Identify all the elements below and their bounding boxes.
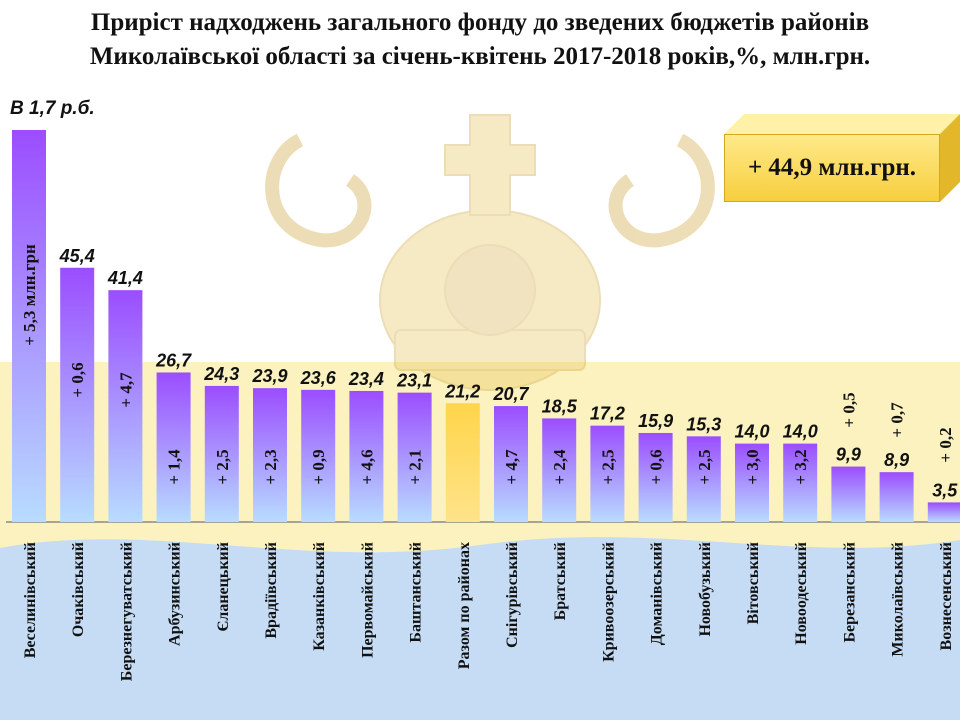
- bar-2: [108, 290, 143, 522]
- title-line-1: Приріст надходжень загального фонду до з…: [90, 9, 870, 36]
- bar-3: [156, 372, 191, 522]
- value-label-13: 15,9: [638, 411, 673, 431]
- bar-7: [349, 390, 384, 522]
- delta-label-0: + 5,3 млн.грн: [20, 244, 39, 346]
- delta-label-19: + 0,2: [936, 427, 955, 462]
- delta-label-18: + 0,7: [888, 402, 907, 438]
- bar-14: [686, 436, 721, 522]
- bar-0: [12, 130, 46, 522]
- value-label-12: 17,2: [590, 404, 625, 424]
- value-label-2: 41,4: [107, 268, 143, 288]
- category-label-0: Веселинівський: [22, 542, 39, 658]
- value-label-19: 3,5: [932, 480, 958, 500]
- delta-label-14: + 2,5: [695, 449, 714, 484]
- category-label-19: Вознесенський: [938, 542, 955, 650]
- delta-label-16: + 3,2: [791, 449, 810, 484]
- value-label-9: 21,2: [444, 381, 480, 401]
- delta-label-15: + 3,0: [743, 449, 762, 484]
- category-label-4: Єланецький: [215, 542, 232, 631]
- category-label-8: Баштанський: [408, 542, 425, 643]
- bar-15: [735, 443, 769, 522]
- value-label-4: 24,3: [203, 364, 239, 384]
- delta-label-11: + 2,4: [550, 449, 569, 485]
- title-line-2: Миколаївської області за січень-квітень …: [89, 43, 871, 70]
- category-label-10: Снігурівський: [504, 542, 521, 648]
- delta-label-13: + 0,6: [647, 449, 666, 484]
- value-label-5: 23,9: [251, 366, 287, 386]
- delta-label-6: + 0,9: [309, 449, 328, 484]
- category-label-7: Первомайський: [359, 542, 376, 658]
- delta-label-7: + 4,6: [357, 449, 376, 484]
- delta-label-4: + 2,5: [213, 449, 232, 484]
- bar-11: [542, 418, 577, 522]
- bar-9: [445, 403, 480, 522]
- delta-label-1: + 0,6: [68, 362, 87, 397]
- category-label-17: Березанський: [841, 542, 858, 643]
- value-label-10: 20,7: [492, 384, 529, 404]
- delta-label-8: + 2,1: [406, 449, 425, 484]
- annotation-note: В 1,7 р.б.: [10, 98, 95, 119]
- bar-8: [397, 392, 432, 522]
- value-label-3: 26,7: [155, 350, 192, 370]
- category-label-9: Разом по районах: [456, 542, 473, 669]
- category-label-11: Братський: [552, 542, 569, 620]
- value-label-16: 14,0: [783, 422, 818, 442]
- bar-12: [590, 425, 625, 522]
- delta-label-12: + 2,5: [598, 449, 617, 484]
- category-label-13: Доманівський: [649, 542, 666, 645]
- bar-1: [60, 267, 95, 522]
- category-label-14: Новобузький: [697, 542, 714, 637]
- value-label-8: 23,1: [396, 371, 432, 391]
- category-label-3: Арбузинський: [167, 542, 184, 646]
- bar-19: [927, 502, 960, 522]
- value-label-17: 9,9: [836, 445, 861, 465]
- delta-label-2: + 4,7: [116, 372, 135, 408]
- category-label-6: Казанківський: [311, 542, 328, 651]
- bar-10: [494, 406, 528, 522]
- chart-title: Приріст надходжень загального фонду до з…: [0, 6, 960, 74]
- crown-emblem-icon: [265, 114, 715, 391]
- category-label-1: Очаківський: [70, 542, 87, 637]
- value-label-7: 23,4: [348, 369, 384, 389]
- value-label-11: 18,5: [542, 396, 578, 416]
- bar-4: [204, 385, 239, 522]
- total-growth-box: + 44,9 млн.грн.: [724, 114, 960, 204]
- category-label-15: Вітовський: [745, 542, 762, 624]
- bar-5: [253, 388, 287, 522]
- delta-label-3: + 1,4: [165, 449, 184, 485]
- category-label-16: Новоодеський: [793, 542, 810, 645]
- total-growth-label: + 44,9 млн.грн.: [724, 134, 940, 202]
- bar-18: [879, 472, 914, 522]
- value-label-6: 23,6: [300, 368, 337, 388]
- bar-17: [831, 466, 866, 522]
- delta-label-5: + 2,3: [261, 449, 280, 484]
- bar-13: [638, 432, 673, 522]
- category-label-2: Березнегуватський: [118, 542, 135, 681]
- category-label-5: Врадіївський: [263, 542, 280, 639]
- value-label-15: 14,0: [734, 422, 769, 442]
- value-label-18: 8,9: [884, 450, 909, 470]
- total-box-side: [940, 114, 960, 202]
- total-box-top: [724, 114, 960, 134]
- blue-wave: [0, 537, 960, 720]
- value-label-14: 15,3: [686, 414, 721, 434]
- delta-label-10: + 4,7: [502, 449, 521, 485]
- category-label-12: Кривоозерський: [600, 542, 617, 662]
- bar-6: [301, 389, 336, 522]
- category-label-18: Миколаївський: [890, 542, 907, 657]
- bar-16: [783, 443, 818, 522]
- value-label-1: 45,4: [59, 246, 95, 266]
- delta-label-17: + 0,5: [839, 392, 858, 427]
